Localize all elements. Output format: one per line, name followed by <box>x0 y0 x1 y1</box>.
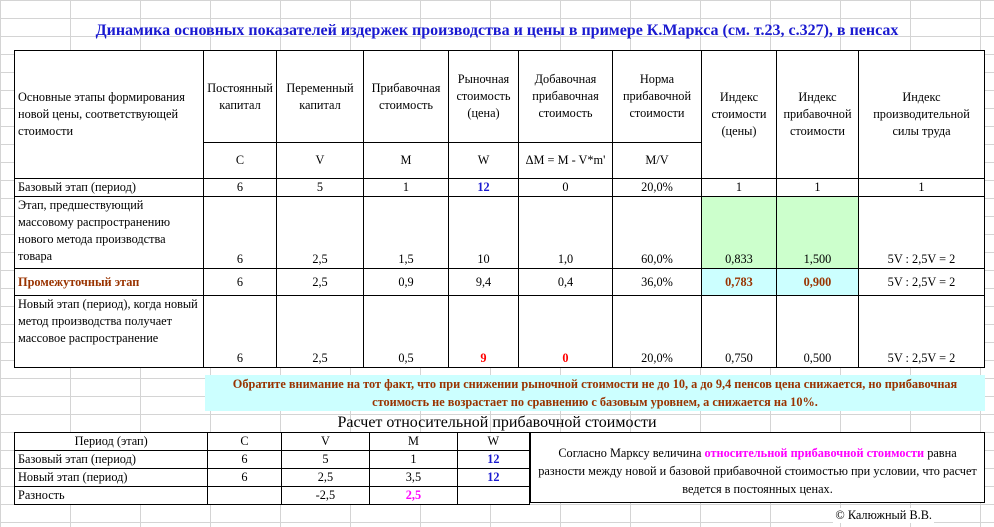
cell-v: 2,5 <box>276 268 364 296</box>
calc-v: 2,5 <box>280 468 371 487</box>
calc-row: Новый этап (период) 6 2,5 3,5 12 <box>13 468 531 487</box>
cell-norm: 60,0% <box>612 196 702 269</box>
table-row: Базовый этап (период) 6 5 1 12 0 20,0% 1… <box>14 178 985 197</box>
cell-idx-price: 0,750 <box>701 295 777 368</box>
cell-dm: 1,0 <box>518 196 613 269</box>
cell-idx-price: 0,833 <box>701 196 777 269</box>
cell-idx-prod: 5V : 2,5V = 2 <box>858 268 985 296</box>
header-stage: Основные этапы формирования новой цены, … <box>14 50 204 179</box>
row-stage: Этап, предшествующий массовому распростр… <box>14 196 204 269</box>
cell-v: 2,5 <box>276 196 364 269</box>
header-idx-price: Индекс стоимости (цены) <box>701 50 777 179</box>
header-m-top: Прибавочная стоимость <box>363 50 449 143</box>
cell-idx-surplus: 1 <box>776 178 859 197</box>
attention-note: Обратите внимание на тот факт, что при с… <box>205 375 985 411</box>
header-idx-prod: Индекс производительной силы труда <box>858 50 985 179</box>
calc-header-c: C <box>207 432 282 451</box>
cell-w: 9,4 <box>448 268 519 296</box>
header-c-top: Постоянный капитал <box>203 50 277 143</box>
calc-w: 12 <box>456 468 531 487</box>
copyright: © Калюжный В.В. <box>833 508 934 523</box>
calc-title: Расчет относительной прибавочной стоимос… <box>337 414 657 431</box>
cell-c: 6 <box>203 178 277 197</box>
cell-dm: 0 <box>518 178 613 197</box>
cell-idx-surplus: 1,500 <box>776 196 859 269</box>
header-c-sym: C <box>203 142 277 179</box>
cell-idx-prod: 5V : 2,5V = 2 <box>858 196 985 269</box>
calc-header-w: W <box>456 432 531 451</box>
header-norm-top: Норма прибавочной стоимости <box>612 50 702 143</box>
cell-m: 0,5 <box>363 295 449 368</box>
header-v-sym: V <box>276 142 364 179</box>
cell-w: 10 <box>448 196 519 269</box>
calc-row: Базовый этап (период) 6 5 1 12 <box>13 450 531 469</box>
calc-stage: Базовый этап (период) <box>13 450 209 469</box>
cell-idx-prod: 5V : 2,5V = 2 <box>858 295 985 368</box>
header-dm-sym: ΔM = M - V*m' <box>518 142 613 179</box>
cell-dm: 0 <box>518 295 613 368</box>
cell-c: 6 <box>203 268 277 296</box>
calc-w <box>456 486 531 505</box>
table-row: Новый этап (период), когда новый метод п… <box>14 295 985 368</box>
calc-m: 3,5 <box>369 468 458 487</box>
header-dm-top: Добавочная прибавочная стоимость <box>518 50 613 143</box>
row-stage: Новый этап (период), когда новый метод п… <box>14 295 204 368</box>
calc-c: 6 <box>207 468 282 487</box>
calc-header-row: Период (этап) C V M W <box>13 432 531 451</box>
header-w-top: Рыночная стоимость (цена) <box>448 50 519 143</box>
cell-m: 0,9 <box>363 268 449 296</box>
cell-norm: 20,0% <box>612 295 702 368</box>
calc-header-v: V <box>280 432 371 451</box>
calc-header-m: M <box>369 432 458 451</box>
cell-w: 12 <box>448 178 519 197</box>
calc-stage: Новый этап (период) <box>13 468 209 487</box>
explanation-text-1: Согласно Марксу величина <box>558 446 705 460</box>
cell-w: 9 <box>448 295 519 368</box>
cell-idx-prod: 1 <box>858 178 985 197</box>
cell-c: 6 <box>203 196 277 269</box>
cell-v: 2,5 <box>276 295 364 368</box>
calc-v: -2,5 <box>280 486 371 505</box>
calc-stage: Разность <box>13 486 209 505</box>
cell-norm: 20,0% <box>612 178 702 197</box>
cell-c: 6 <box>203 295 277 368</box>
page-title: Динамика основных показателей издержек п… <box>95 22 899 39</box>
calc-m: 1 <box>369 450 458 469</box>
indicators-table: Основные этапы формирования новой цены, … <box>14 50 985 368</box>
explanation-box: Согласно Марксу величина относительной п… <box>530 432 985 503</box>
cell-idx-surplus: 0,500 <box>776 295 859 368</box>
calc-header-period: Период (этап) <box>13 432 209 451</box>
cell-v: 5 <box>276 178 364 197</box>
cell-idx-price: 1 <box>701 178 777 197</box>
row-stage: Промежуточный этап <box>14 268 204 296</box>
table-row: Этап, предшествующий массовому распростр… <box>14 196 985 269</box>
cell-m: 1 <box>363 178 449 197</box>
header-idx-surplus: Индекс прибавочной стоимости <box>776 50 859 179</box>
header-row-2: C V M W ΔM = M - V*m' M/V <box>15 142 985 179</box>
header-v-top: Переменный капитал <box>276 50 364 143</box>
table-row: Промежуточный этап 6 2,5 0,9 9,4 0,4 36,… <box>14 268 985 296</box>
calc-m: 2,5 <box>369 486 458 505</box>
cell-m: 1,5 <box>363 196 449 269</box>
header-norm-sym: M/V <box>612 142 702 179</box>
header-w-sym: W <box>448 142 519 179</box>
calc-v: 5 <box>280 450 371 469</box>
cell-idx-surplus: 0,900 <box>776 268 859 296</box>
header-m-sym: M <box>363 142 449 179</box>
calc-c <box>207 486 282 505</box>
header-row-1: Основные этапы формирования новой цены, … <box>14 50 985 179</box>
calc-w: 12 <box>456 450 531 469</box>
calc-c: 6 <box>207 450 282 469</box>
calc-row: Разность -2,5 2,5 <box>13 486 531 505</box>
cell-norm: 36,0% <box>612 268 702 296</box>
explanation-highlight: относительной прибавочной стоимости <box>704 446 925 460</box>
row-stage: Базовый этап (период) <box>14 178 204 197</box>
explanation-text-2: равна разности между новой и базовой при… <box>538 446 977 496</box>
cell-idx-price: 0,783 <box>701 268 777 296</box>
relative-surplus-table: Период (этап) C V M W Базовый этап (пери… <box>13 432 531 505</box>
cell-dm: 0,4 <box>518 268 613 296</box>
